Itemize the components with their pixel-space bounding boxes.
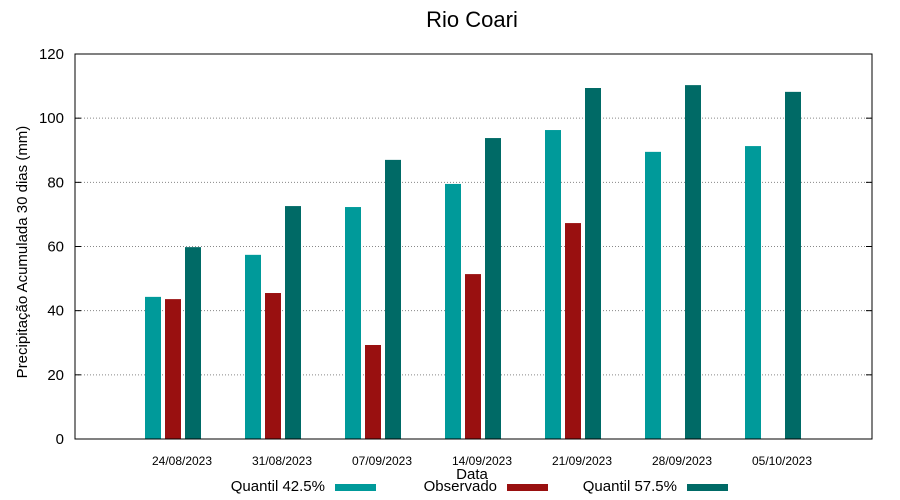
bar-quantil-42-5- bbox=[345, 207, 361, 439]
bar-quantil-42-5- bbox=[145, 296, 161, 439]
bar-quantil-57-5- bbox=[285, 206, 301, 439]
legend-label: Observado bbox=[424, 478, 497, 495]
y-tick-label: 40 bbox=[47, 303, 64, 320]
y-tick-label: 60 bbox=[47, 239, 64, 256]
bar-quantil-42-5- bbox=[645, 151, 661, 439]
x-tick-label: 31/08/2023 bbox=[252, 454, 312, 468]
y-tick-label: 80 bbox=[47, 174, 64, 191]
x-tick-label: 14/09/2023 bbox=[452, 454, 512, 468]
bar-quantil-42-5- bbox=[245, 254, 261, 439]
legend-swatch bbox=[687, 484, 728, 491]
bar-quantil-57-5- bbox=[785, 91, 801, 439]
bar-quantil-57-5- bbox=[685, 85, 701, 439]
x-tick-label: 21/09/2023 bbox=[552, 454, 612, 468]
bar-quantil-42-5- bbox=[445, 183, 461, 439]
bar-observado bbox=[365, 344, 381, 439]
bar-observado bbox=[265, 293, 281, 439]
bar-observado bbox=[465, 274, 481, 439]
y-tick-label: 120 bbox=[39, 46, 64, 63]
x-tick-label: 07/09/2023 bbox=[352, 454, 412, 468]
bar-quantil-42-5- bbox=[545, 130, 561, 439]
legend-swatch bbox=[335, 484, 376, 491]
bar-observado bbox=[565, 223, 581, 439]
x-tick-label: 05/10/2023 bbox=[752, 454, 812, 468]
y-tick-label: 100 bbox=[39, 110, 64, 127]
bar-observado bbox=[165, 299, 181, 439]
y-tick-label: 20 bbox=[47, 367, 64, 384]
bar-quantil-57-5- bbox=[585, 88, 601, 439]
bar-quantil-57-5- bbox=[385, 159, 401, 439]
x-tick-label: 28/09/2023 bbox=[652, 454, 712, 468]
legend-label: Quantil 42.5% bbox=[231, 478, 325, 495]
bar-quantil-57-5- bbox=[185, 247, 201, 439]
y-tick-label: 0 bbox=[56, 431, 64, 448]
y-axis-label: Precipitação Acumulada 30 dias (mm) bbox=[14, 126, 31, 379]
x-tick-label: 24/08/2023 bbox=[152, 454, 212, 468]
legend-label: Quantil 57.5% bbox=[583, 478, 677, 495]
legend-swatch bbox=[507, 484, 548, 491]
chart-title: Rio Coari bbox=[426, 7, 518, 32]
bar-quantil-57-5- bbox=[485, 138, 501, 439]
x-axis-label: Data bbox=[456, 466, 488, 483]
bar-quantil-42-5- bbox=[745, 146, 761, 439]
